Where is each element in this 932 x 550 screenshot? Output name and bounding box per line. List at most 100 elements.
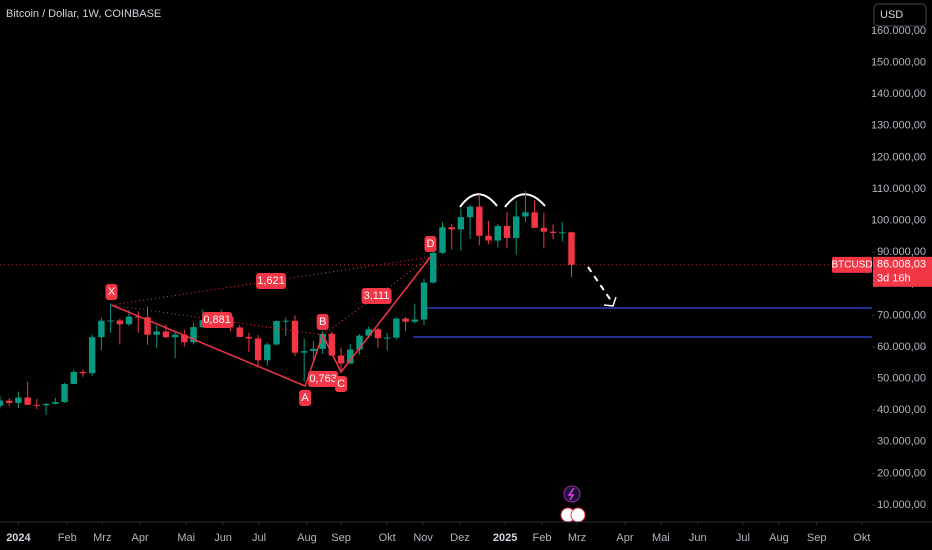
- price-badge: [873, 256, 932, 287]
- candle-body: [347, 349, 354, 364]
- candle-body: [116, 320, 124, 325]
- x-tick-label: Nov: [413, 532, 433, 544]
- candle-body: [466, 206, 474, 218]
- ratio-label: 1,621: [257, 275, 285, 287]
- candle-body: [15, 397, 22, 403]
- candle-body: [282, 320, 289, 322]
- candle-body: [457, 217, 465, 230]
- symbol-badge: [832, 256, 872, 273]
- candle-body: [88, 337, 96, 374]
- candle-body: [5, 400, 13, 403]
- candle-body: [245, 336, 253, 339]
- point-label-box: [335, 375, 348, 392]
- x-tick-label: Mai: [652, 532, 670, 544]
- currency-button[interactable]: [873, 3, 927, 27]
- candle-body: [181, 334, 188, 343]
- x-tick-label: Aug: [297, 532, 317, 544]
- countdown-label: 3d 16h: [877, 273, 911, 285]
- y-tick-label: 90.000,00: [877, 246, 926, 258]
- head-arc: [504, 193, 546, 208]
- event-icon-bolt: [567, 487, 575, 501]
- ratio-label: 0,881: [203, 314, 231, 326]
- point-label: B: [319, 316, 326, 328]
- y-tick-label: 50.000,00: [877, 373, 926, 385]
- point-label-box: [105, 284, 118, 301]
- candle-body: [79, 371, 87, 374]
- price-label: 86.008,03: [877, 259, 926, 271]
- candle-body: [522, 212, 529, 217]
- y-tick-label: 140.000,00: [871, 88, 926, 100]
- candle-body: [439, 227, 446, 253]
- y-tick-label: 130.000,00: [871, 120, 926, 132]
- candle-body: [310, 348, 317, 352]
- candle-body: [337, 355, 345, 364]
- projection-arrow-head: [603, 296, 617, 307]
- x-tick-label: Jul: [252, 532, 266, 544]
- x-tick-label: Sep: [807, 532, 827, 544]
- x-tick-label: Feb: [58, 532, 77, 544]
- point-label: X: [108, 286, 116, 298]
- projection-arrow: [587, 266, 613, 303]
- candle-body: [33, 404, 41, 406]
- x-tick-label: Jun: [689, 532, 707, 544]
- x-tick-label: Mrz: [93, 532, 111, 544]
- candle-body: [494, 225, 501, 241]
- candle-body: [70, 371, 77, 384]
- x-tick-label: Okt: [379, 532, 396, 544]
- point-label-box: [424, 236, 437, 253]
- candle-body: [549, 231, 557, 233]
- x-tick-label: Dez: [450, 532, 470, 544]
- y-tick-label: 100.000,00: [871, 215, 926, 227]
- candle-body: [264, 344, 271, 361]
- candle-body: [171, 334, 179, 338]
- candle-body: [328, 333, 336, 356]
- candle-body: [356, 335, 363, 350]
- candle-body: [42, 403, 50, 406]
- candle-body: [374, 329, 382, 339]
- candle-body: [420, 282, 428, 320]
- y-tick-label: 110.000,00: [872, 183, 926, 195]
- candle-body: [107, 320, 114, 322]
- event-icon[interactable]: [563, 485, 581, 503]
- point-label: A: [301, 392, 309, 404]
- y-tick-label: 60.000,00: [877, 341, 926, 353]
- x-tick-label: Aug: [769, 532, 789, 544]
- candle-body: [162, 331, 170, 338]
- candle-body: [430, 252, 437, 283]
- candle-body: [153, 331, 160, 335]
- candle-body: [512, 216, 520, 238]
- candle-body: [190, 327, 197, 343]
- x-tick-label: Jul: [736, 532, 750, 544]
- ratio-label-box: [361, 287, 392, 304]
- candle-body: [503, 225, 511, 238]
- x-tick-label: Feb: [533, 532, 552, 544]
- candle-body: [393, 318, 400, 338]
- candle-body: [559, 232, 566, 234]
- symbol-label: BTCUSD: [831, 259, 872, 270]
- candle-body: [254, 338, 262, 361]
- candle-body: [61, 383, 68, 402]
- point-label-box: [299, 389, 312, 406]
- x-tick-label: Mrz: [568, 532, 586, 544]
- candle-body: [411, 319, 419, 322]
- candle-body: [485, 235, 492, 241]
- ratio-label: 3,111: [364, 290, 390, 302]
- candle-body: [383, 337, 391, 339]
- y-tick-label: 160.000,00: [871, 25, 926, 37]
- y-tick-label: 120.000,00: [871, 151, 926, 163]
- candle-body: [135, 316, 142, 318]
- y-tick-label: 20.000,00: [877, 467, 926, 479]
- currency-button-label[interactable]: USD: [880, 9, 903, 21]
- candle-body: [531, 212, 538, 228]
- point-label: C: [337, 378, 345, 390]
- y-tick-label: 30.000,00: [877, 436, 926, 448]
- event-icon[interactable]: [570, 507, 586, 523]
- candle-body: [476, 206, 483, 236]
- candle-body: [273, 321, 280, 345]
- candle-body: [125, 316, 133, 325]
- x-tick-label: Apr: [132, 532, 149, 544]
- pattern-leg: [111, 256, 431, 306]
- x-tick-label: 2024: [6, 532, 31, 544]
- ratio-label-box: [256, 273, 287, 290]
